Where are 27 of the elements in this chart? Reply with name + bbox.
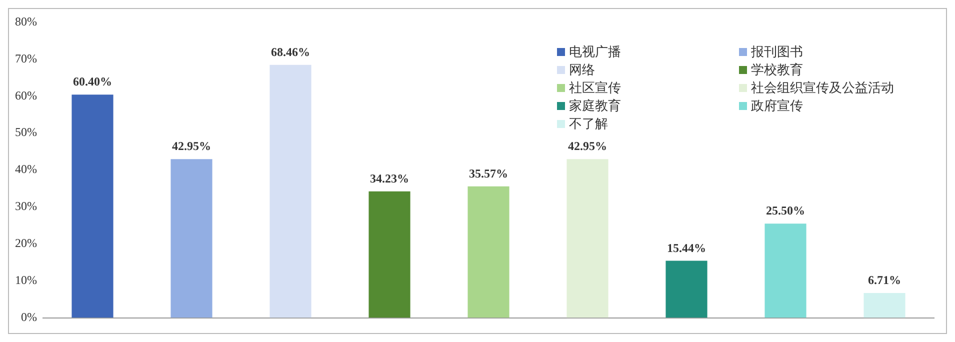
- data-label: 68.46%: [270, 44, 310, 59]
- legend-label: 不了解: [569, 115, 608, 133]
- data-label: 60.40%: [72, 74, 112, 89]
- y-tick-label: 20%: [14, 236, 37, 250]
- data-label: 35.57%: [469, 166, 508, 180]
- y-tick-label: 0%: [20, 310, 37, 324]
- data-label: 34.23%: [370, 171, 409, 186]
- y-tick-label: 80%: [14, 14, 37, 28]
- legend-label: 家庭教育: [569, 97, 621, 115]
- data-label: 6.71%: [868, 273, 901, 288]
- legend-label: 电视广播: [569, 43, 621, 61]
- legend-label: 社会组织宣传及公益活动: [751, 79, 894, 97]
- data-label: 25.50%: [766, 204, 805, 218]
- y-tick-label: 30%: [14, 199, 37, 214]
- y-tick-label: 10%: [14, 273, 37, 288]
- data-label: 42.95%: [568, 139, 607, 154]
- legend-label: 社区宣传: [569, 79, 621, 97]
- data-label: 15.44%: [667, 240, 706, 255]
- y-tick-label: 50%: [14, 125, 37, 140]
- data-label: 42.95%: [172, 139, 211, 154]
- legend-label: 网络: [569, 61, 595, 79]
- legend-label: 学校教育: [751, 61, 803, 79]
- y-tick-label: 70%: [14, 51, 37, 66]
- legend-label: 政府宣传: [751, 97, 803, 115]
- y-tick-label: 40%: [14, 162, 37, 176]
- y-tick-label: 60%: [14, 88, 37, 102]
- legend-label: 报刊图书: [751, 43, 803, 61]
